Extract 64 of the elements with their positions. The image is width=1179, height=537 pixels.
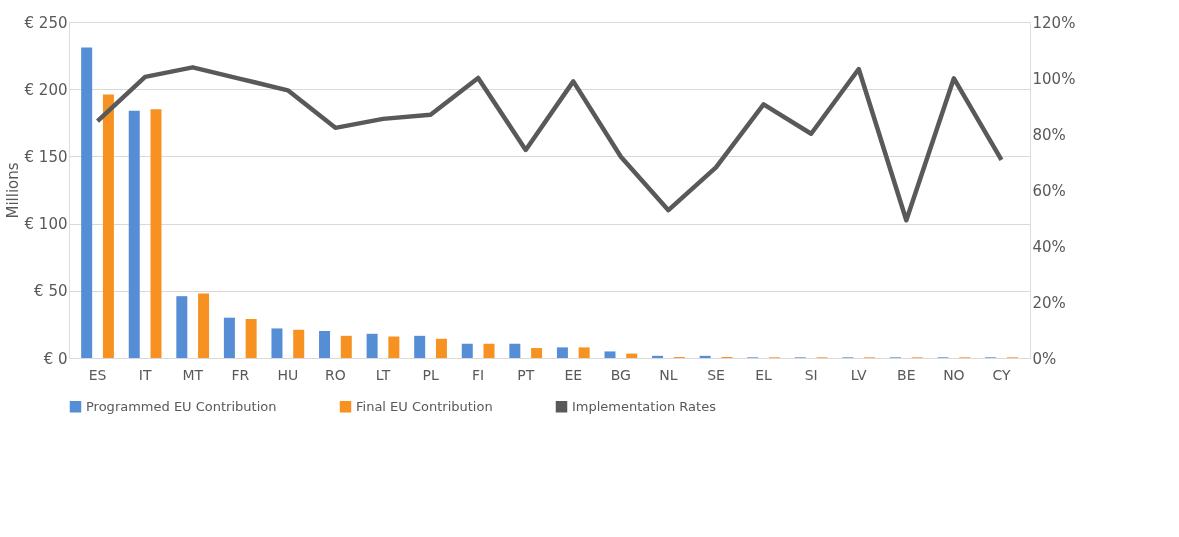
y-axis-title: Millions bbox=[3, 162, 22, 219]
bar bbox=[699, 355, 711, 358]
y-tick-label: € 50 bbox=[34, 282, 68, 301]
bar bbox=[414, 335, 426, 358]
x-tick-label: LV bbox=[850, 366, 868, 383]
x-tick-label: NO bbox=[943, 366, 965, 383]
x-tick-label: PL bbox=[422, 366, 439, 383]
y-tick-label: € 0 bbox=[43, 349, 68, 368]
bar bbox=[578, 347, 590, 358]
bar bbox=[652, 355, 664, 358]
bar bbox=[150, 109, 162, 358]
bar bbox=[176, 296, 188, 358]
bar bbox=[319, 331, 331, 358]
x-tick-label: FR bbox=[231, 366, 250, 383]
y-tick-label: € 100 bbox=[24, 215, 68, 234]
y-tick-label: € 150 bbox=[24, 147, 68, 166]
bar bbox=[626, 353, 638, 358]
bar bbox=[102, 94, 114, 358]
bar bbox=[198, 293, 210, 358]
y2-tick-label: 120% bbox=[1032, 13, 1076, 32]
x-tick-label: PT bbox=[517, 366, 535, 383]
legend-label: Implementation Rates bbox=[572, 398, 717, 414]
bar bbox=[293, 329, 305, 358]
bar bbox=[81, 47, 93, 358]
y2-tick-label: 60% bbox=[1032, 181, 1066, 200]
x-tick-label: LT bbox=[375, 366, 391, 383]
x-tick-label: SE bbox=[707, 366, 725, 383]
y2-tick-label: 20% bbox=[1032, 293, 1066, 312]
bar bbox=[435, 338, 447, 358]
x-tick-label: EL bbox=[755, 366, 773, 383]
y2-tick-label: 100% bbox=[1032, 69, 1076, 88]
x-tick-label: HU bbox=[277, 366, 299, 383]
y-tick-label: € 250 bbox=[24, 13, 68, 32]
legend-label: Final EU Contribution bbox=[356, 398, 493, 414]
legend-label: Programmed EU Contribution bbox=[86, 398, 277, 414]
bar bbox=[271, 328, 283, 358]
x-tick-label: EE bbox=[564, 366, 583, 383]
x-tick-label: IT bbox=[138, 366, 152, 383]
line-series bbox=[95, 65, 1004, 223]
y2-tick-label: 40% bbox=[1032, 237, 1066, 256]
bar bbox=[340, 335, 352, 358]
y2-tick-label: 0% bbox=[1032, 349, 1057, 368]
bar bbox=[604, 351, 616, 358]
bar bbox=[556, 347, 568, 358]
bar bbox=[509, 343, 521, 358]
bar bbox=[128, 110, 140, 358]
bar bbox=[483, 343, 495, 358]
bar bbox=[366, 333, 378, 358]
x-tick-label: RO bbox=[325, 366, 346, 383]
x-tick-label: ES bbox=[88, 366, 107, 383]
y2-tick-label: 80% bbox=[1032, 125, 1066, 144]
x-tick-label: BE bbox=[897, 366, 916, 383]
x-tick-label: BG bbox=[610, 366, 631, 383]
bar bbox=[461, 343, 473, 358]
x-tick-label: MT bbox=[182, 366, 204, 383]
bar bbox=[223, 317, 235, 358]
bar bbox=[388, 336, 400, 358]
x-tick-label: NL bbox=[659, 366, 678, 383]
bar bbox=[531, 348, 543, 358]
y-tick-label: € 200 bbox=[24, 80, 68, 99]
x-tick-label: SI bbox=[804, 366, 818, 383]
x-tick-label: CY bbox=[992, 366, 1011, 383]
bar bbox=[245, 319, 257, 358]
x-tick-label: FI bbox=[472, 366, 485, 383]
